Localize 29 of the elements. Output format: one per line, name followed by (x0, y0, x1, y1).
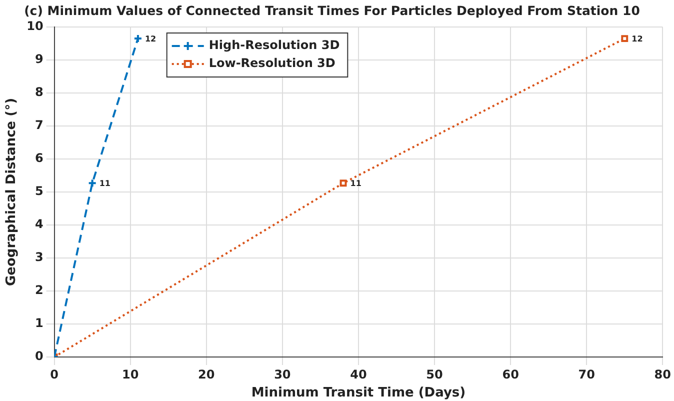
y-tick-label: 3 (34, 250, 44, 264)
y-tick-label: 8 (34, 85, 44, 100)
y-tick-label: 10 (26, 19, 44, 34)
x-tick-label: 50 (426, 367, 443, 382)
legend-label: Low-Resolution 3D (208, 56, 336, 70)
y-tick-label: 5 (34, 184, 44, 198)
y-tick-label: 1 (34, 316, 44, 330)
y-axis-title: Geographical Distance (°) (4, 98, 20, 286)
annotation: 11 (350, 179, 362, 188)
chart-title: (c) Minimum Values of Connected Transit Times For Particles Deployed From Station 10 (24, 2, 640, 18)
y-tick-label: 0 (34, 349, 44, 364)
x-tick-label: 60 (502, 367, 519, 382)
x-tick-label: 30 (274, 367, 291, 382)
annotation: 12 (144, 34, 156, 44)
x-tick-label: 80 (654, 367, 671, 382)
x-tick-label: 70 (578, 367, 595, 382)
x-axis-title: Minimum Transit Time (Days) (251, 386, 466, 401)
y-tick-label: 6 (34, 151, 44, 166)
y-tick-label: 4 (34, 217, 44, 232)
annotation: 11 (99, 179, 111, 188)
y-tick-label: 2 (34, 283, 44, 298)
y-tick-label: 7 (34, 118, 44, 132)
x-tick-label: 40 (350, 367, 367, 382)
x-tick-label: 0 (50, 367, 58, 382)
legend-label: High-Resolution 3D (208, 38, 340, 52)
x-tick-label: 20 (198, 367, 215, 382)
annotation: 12 (632, 34, 643, 44)
y-tick-label: 9 (34, 52, 44, 66)
x-tick-label: 10 (122, 367, 139, 382)
